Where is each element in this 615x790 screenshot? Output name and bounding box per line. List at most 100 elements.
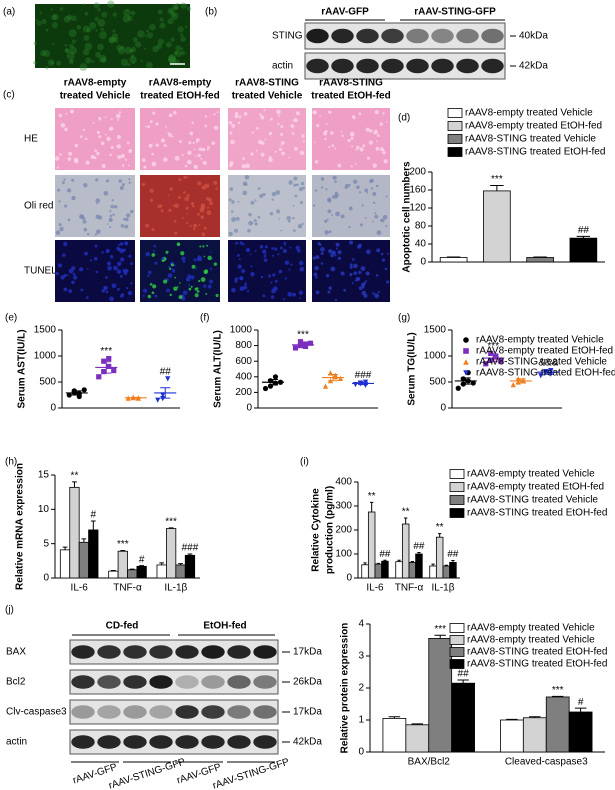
micrograph-speck [334, 298, 338, 301]
micrograph-speck [109, 226, 112, 229]
micrograph-speck [331, 195, 336, 199]
marker [262, 385, 269, 392]
micrograph-speck [55, 272, 59, 276]
blot-band [227, 705, 251, 719]
y-axis-label: Relative Cytokine [311, 488, 322, 572]
micrograph-speck [283, 241, 287, 245]
micrograph-speck [177, 243, 180, 247]
marker [111, 367, 117, 374]
micrograph-speck [268, 157, 273, 163]
bar [435, 536, 444, 579]
micrograph-speck [383, 159, 388, 164]
legend-label: rAAV8-STING treated EtOH-fed [476, 368, 615, 379]
panel-label: (a) [3, 7, 15, 18]
micrograph-speck [314, 141, 316, 144]
micrograph-speck [362, 144, 366, 148]
micrograph-speck [141, 182, 146, 187]
error-bar [438, 533, 442, 538]
micrograph-speck [178, 196, 181, 200]
micrograph-speck [113, 205, 118, 209]
marker [510, 382, 516, 388]
micrograph-speck [334, 180, 337, 183]
fluorescence-speck [159, 17, 164, 22]
blot-band [71, 735, 95, 749]
blot-band [97, 675, 121, 689]
blot-band [97, 735, 121, 749]
micrograph-speck [365, 271, 370, 276]
error-bar [576, 235, 591, 239]
micrograph-speck [74, 143, 79, 148]
micrograph-speck [340, 271, 345, 276]
micrograph-speck [332, 175, 337, 180]
fluorescence-speck [145, 29, 150, 33]
micrograph-speck [372, 292, 375, 295]
fluorescence-speck [52, 43, 55, 46]
y-tick-label: 0 [358, 747, 364, 758]
micrograph-speck [153, 244, 157, 248]
micrograph-speck [151, 291, 155, 295]
fluorescence-speck [70, 58, 74, 63]
blot-band [201, 675, 225, 689]
blot-band [201, 735, 225, 749]
bar [439, 257, 468, 263]
bar [367, 511, 376, 579]
fluorescence-speck [167, 18, 174, 25]
error-bar [411, 723, 424, 725]
fluorescence-speck [173, 50, 178, 55]
marker [165, 376, 171, 382]
marker [322, 383, 329, 389]
marker [267, 383, 274, 389]
bar [451, 682, 475, 753]
bar [127, 569, 138, 579]
micrograph-speck [86, 268, 89, 270]
fluorescence-image [35, 4, 190, 68]
micrograph-speck [312, 256, 316, 260]
significance: # [139, 554, 145, 565]
y-tick-label: 1000 [230, 325, 253, 336]
micrograph-speck [295, 245, 300, 250]
micrograph-speck [166, 288, 171, 293]
micrograph-speck [120, 257, 125, 262]
micrograph-speck [119, 242, 124, 246]
micrograph-speck [341, 134, 344, 138]
blot-band [331, 28, 354, 44]
micrograph-speck [349, 263, 353, 267]
micrograph-speck [165, 250, 169, 254]
micrograph-speck [66, 188, 72, 193]
micrograph-speck [276, 209, 281, 214]
blot-band [481, 28, 504, 44]
fluorescence-speck [167, 55, 176, 64]
significance: ** [402, 507, 410, 518]
fluorescence-speck [100, 57, 107, 63]
fluorescence-speck [84, 11, 89, 16]
blot-band [306, 28, 329, 44]
micrograph-speck [385, 120, 388, 123]
micrograph-speck [188, 141, 192, 145]
significance: ** [368, 491, 376, 502]
micrograph-speck [231, 124, 236, 128]
significance: *** [117, 539, 129, 550]
blot-band [175, 735, 199, 749]
marker [463, 370, 469, 376]
micrograph-speck [105, 133, 107, 136]
micrograph-speck [330, 253, 334, 258]
micrograph-speck [95, 229, 101, 235]
micrograph-speck [105, 248, 110, 253]
micrograph-speck [206, 210, 212, 215]
micrograph-speck [113, 265, 118, 271]
micrograph-speck [115, 113, 121, 119]
legend-swatch [447, 134, 463, 144]
micrograph-speck [320, 177, 325, 181]
micrograph-speck [67, 218, 71, 222]
micrograph-speck [215, 187, 218, 190]
fluorescence-speck [180, 33, 184, 37]
micrograph-speck [364, 280, 368, 283]
fluorescence-speck [140, 60, 143, 63]
micrograph-speck [348, 225, 351, 229]
marker [297, 339, 304, 345]
micrograph-speck [188, 153, 191, 155]
y-tick-label: 0 [440, 403, 446, 414]
micrograph-speck [268, 131, 273, 136]
micrograph-speck [289, 246, 292, 249]
micrograph-speck [124, 158, 128, 161]
